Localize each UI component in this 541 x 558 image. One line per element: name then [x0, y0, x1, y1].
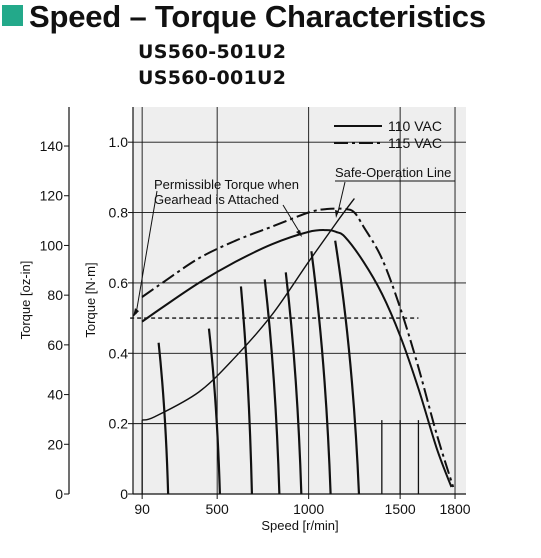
y-tick-label-oz-in: 60 — [47, 337, 63, 353]
annotation-permissible-torque: Permissible Torque when — [154, 177, 299, 192]
x-axis-title: Speed [r/min] — [261, 518, 338, 533]
page-title: Speed – Torque Characteristics — [29, 0, 486, 34]
safe-operation-line — [141, 198, 355, 421]
x-tick-label: 1000 — [293, 501, 324, 517]
annotation-leader — [337, 181, 346, 213]
load-line — [239, 286, 254, 495]
y-tick-label-nm: 0.8 — [109, 205, 129, 221]
y-tick-label-oz-in: 0 — [55, 486, 63, 502]
title-accent-square — [2, 5, 23, 26]
load-line — [157, 342, 170, 495]
legend-label: 110 VAC — [388, 118, 442, 134]
series-line-115-vac — [141, 207, 455, 488]
annotation-safe-operation: Safe-Operation Line — [335, 165, 451, 180]
annotation-arrowhead — [133, 308, 139, 318]
y-tick-label-oz-in: 20 — [47, 436, 63, 452]
x-tick-label: 90 — [134, 501, 150, 517]
annotation-leader — [135, 190, 158, 315]
load-line — [207, 328, 222, 495]
annotation-arrowhead — [335, 210, 339, 218]
x-tick-label: 500 — [205, 501, 229, 517]
y-axis-title-oz-in: Torque [oz-in] — [18, 261, 33, 340]
y-tick-label-oz-in: 140 — [40, 138, 64, 154]
y-tick-label-nm: 0.2 — [109, 416, 129, 432]
annotation-gearhead-attached: Gearhead is Attached — [154, 192, 279, 207]
legend-label: 115 VAC — [388, 135, 442, 151]
y-tick-label-nm: 0.4 — [109, 345, 129, 361]
y-tick-label-nm: 1.0 — [109, 134, 129, 150]
x-tick-label: 1500 — [385, 501, 416, 517]
load-line — [263, 279, 281, 495]
model-number-2: US560-001U2 — [138, 67, 287, 89]
model-number-1: US560-501U2 — [138, 41, 287, 63]
y-tick-label-nm: 0 — [120, 486, 128, 502]
y-tick-label-oz-in: 40 — [47, 387, 63, 403]
y-tick-label-oz-in: 100 — [40, 237, 64, 253]
load-line — [334, 240, 361, 495]
annotation-leader — [282, 204, 301, 234]
y-tick-label-oz-in: 120 — [40, 188, 64, 204]
x-tick-label: 1800 — [439, 501, 470, 517]
y-tick-label-nm: 0.6 — [109, 275, 129, 291]
load-line — [310, 251, 332, 495]
y-tick-label-oz-in: 80 — [47, 287, 63, 303]
annotation-arrowhead — [296, 230, 302, 237]
series-line-110-vac — [141, 229, 453, 488]
load-line — [284, 272, 303, 495]
y-axis-title-nm: Torque [N·m] — [83, 262, 98, 337]
